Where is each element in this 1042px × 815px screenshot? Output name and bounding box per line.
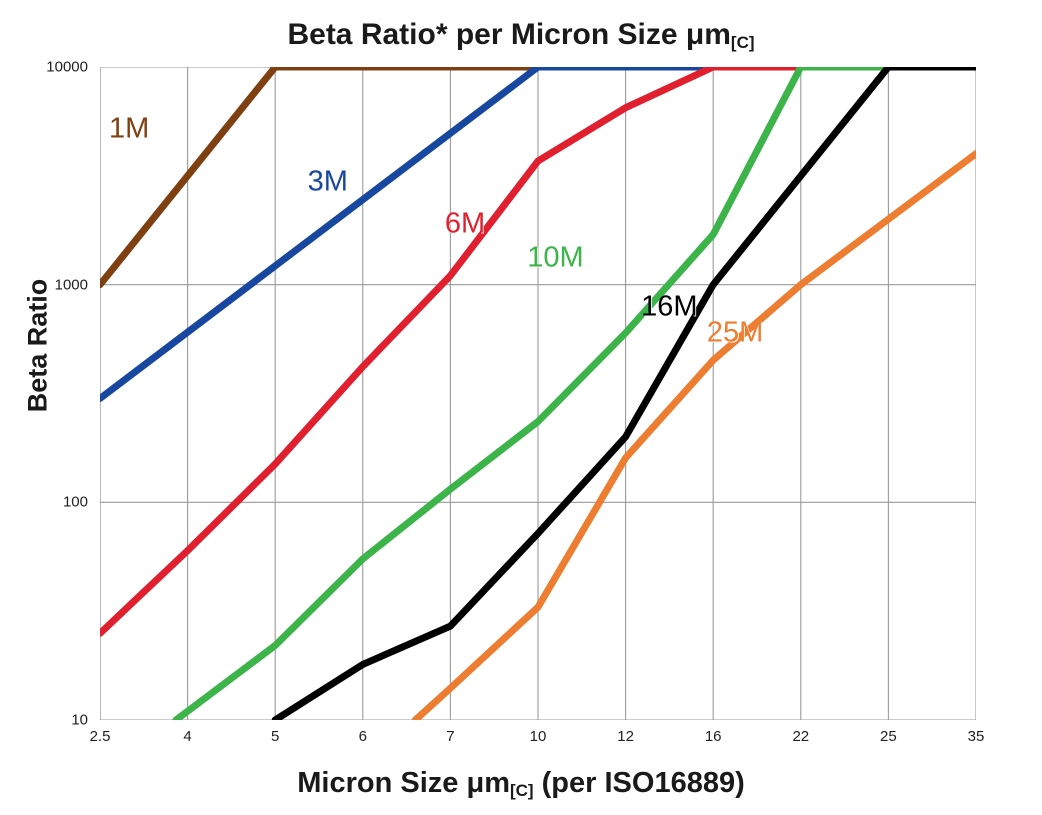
plot-area: 1M 3M 6M 10M 16M 25M xyxy=(100,67,976,720)
series-label-3m: 3M xyxy=(307,165,348,198)
series-line-6m xyxy=(100,67,976,637)
x-axis-tick-label: 22 xyxy=(792,728,810,745)
series-label-6m: 6M xyxy=(444,207,486,240)
x-axis-tick-label: 6 xyxy=(358,728,367,745)
series-label-1m: 1M xyxy=(109,112,150,145)
series-lines xyxy=(100,67,976,720)
y-axis-tick-label: 1000 xyxy=(54,276,88,294)
x-axis-title: Micron Size μm[C] (per ISO16889) xyxy=(0,767,1042,801)
x-axis-tick-label: 5 xyxy=(271,728,280,745)
y-axis-tick-label: 10000 xyxy=(46,58,88,76)
x-axis-tick-label: 25 xyxy=(880,728,897,745)
series-line-1m xyxy=(100,67,976,289)
series-label-16m: 16M xyxy=(641,290,698,323)
y-axis-tick-label: 100 xyxy=(62,493,88,511)
x-axis-tick-label: 35 xyxy=(967,728,985,745)
x-axis-tick-label: 2.5 xyxy=(89,728,111,745)
series-label-10m: 10M xyxy=(527,241,584,274)
chart-title-main: Beta Ratio* per Micron Size μm xyxy=(287,18,731,51)
x-axis-tick-label: 12 xyxy=(617,728,634,745)
series-line-25m xyxy=(411,150,976,720)
x-axis-tick-label: 7 xyxy=(446,728,455,745)
x-axis-title-suffix: (per ISO16889) xyxy=(533,767,745,799)
x-axis-tick-labels: 2.5 4 5 6 7 10 12 16 22 25 35 xyxy=(90,726,985,752)
x-axis-title-subscript: [C] xyxy=(509,781,534,800)
series-label-25m: 25M xyxy=(706,316,764,349)
series-line-10m xyxy=(172,67,976,720)
chart-title-subscript: [C] xyxy=(730,33,755,52)
plot-svg xyxy=(100,67,976,720)
series-line-3m xyxy=(100,67,976,402)
x-axis-tick-label: 4 xyxy=(183,728,192,745)
chart-title: Beta Ratio* per Micron Size μm[C] xyxy=(0,18,1042,53)
x-axis-tick-label: 10 xyxy=(529,728,547,745)
series-line-16m xyxy=(271,67,976,720)
x-axis-title-main: Micron Size μm xyxy=(297,767,510,799)
y-axis-tick-label: 10 xyxy=(71,711,88,729)
y-axis-tick-labels: 10 100 1000 10000 xyxy=(0,59,96,729)
x-axis-tick-label: 16 xyxy=(704,728,722,745)
